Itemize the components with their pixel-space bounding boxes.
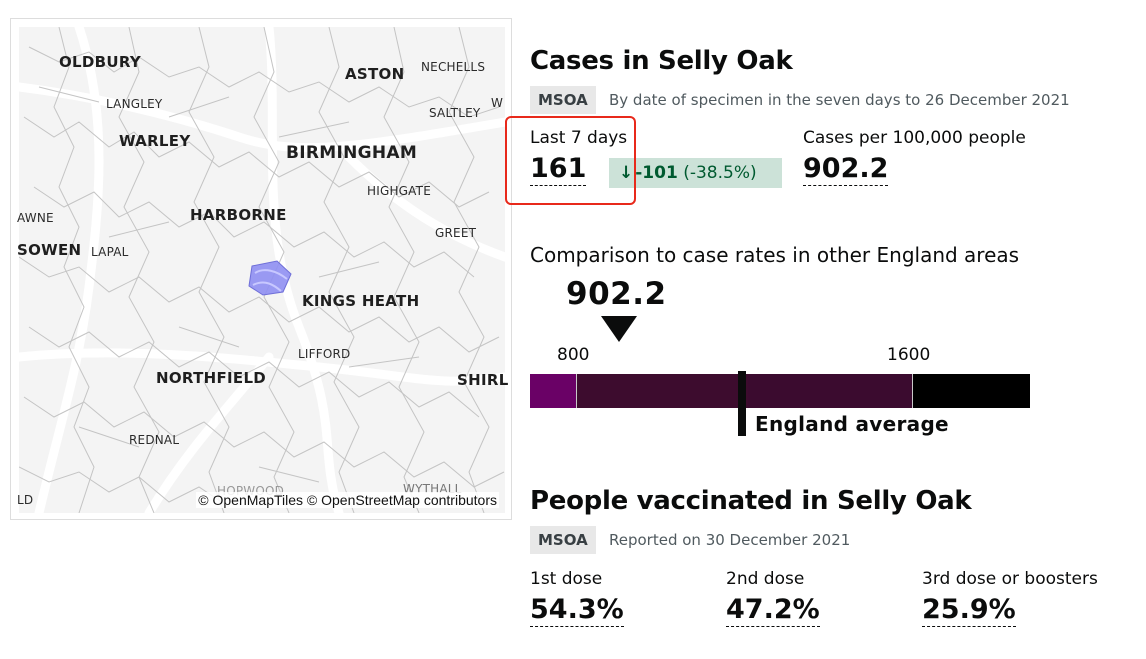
comparison-heading: Comparison to case rates in other Englan… — [530, 243, 1020, 267]
vaccination-title: People vaccinated in Selly Oak — [530, 486, 972, 516]
map-attribution[interactable]: © OpenMapTiles © OpenStreetMap contribut… — [196, 492, 499, 508]
map-label-rednal: REDNAL — [129, 433, 180, 447]
map-label-awne: AWNE — [17, 211, 54, 225]
dose2-label: 2nd dose — [726, 569, 805, 589]
scale-tick-800: 800 — [557, 345, 590, 365]
map-label-oldbury: OLDBURY — [59, 53, 142, 71]
england-average-label: England average — [755, 412, 949, 436]
map-label-shirl: SHIRL — [457, 371, 509, 389]
map-label-nechells: NECHELLS — [421, 60, 486, 74]
dose2-value[interactable]: 47.2% — [726, 594, 820, 627]
map-label-aston: ASTON — [345, 65, 405, 83]
annotation-highlight-box — [505, 116, 636, 205]
case-rate-label: Cases per 100,000 people — [803, 128, 1026, 148]
dose3-label: 3rd dose or boosters — [922, 569, 1098, 589]
scale-segment-4 — [748, 374, 912, 408]
map-label-harborne: HARBORNE — [190, 206, 287, 224]
case-change-badge: ↓ -101 (-38.5%) — [609, 158, 782, 188]
map-label-greet: GREET — [435, 226, 477, 240]
map-label-warley: WARLEY — [119, 132, 191, 150]
map-label-w: W — [491, 96, 504, 110]
last-7-days-value[interactable]: 161 — [530, 153, 587, 186]
scale-tick-1600: 1600 — [887, 345, 931, 365]
last-7-days-label: Last 7 days — [530, 128, 628, 148]
cases-date-note: By date of specimen in the seven days to… — [609, 91, 1070, 109]
map-label-lifford: LIFFORD — [298, 347, 351, 361]
dose1-value[interactable]: 54.3% — [530, 594, 624, 627]
dose1-label: 1st dose — [530, 569, 603, 589]
scale-segment-5 — [912, 374, 1030, 408]
down-arrow-icon: ↓ — [619, 163, 634, 183]
selly-oak-area — [248, 260, 292, 296]
case-rate-value[interactable]: 902.2 — [803, 153, 889, 186]
map-label-highgate: HIGHGATE — [367, 184, 431, 198]
dose3-value[interactable]: 25.9% — [922, 594, 1016, 627]
scale-tickline-1600 — [912, 374, 913, 408]
map-label-lapal: LAPAL — [91, 245, 129, 259]
area-map[interactable]: OLDBURY ASTON WARLEY BIRMINGHAM HARBORNE… — [10, 18, 512, 520]
map-label-ld: LD — [17, 493, 34, 507]
change-percent: (-38.5%) — [683, 163, 757, 183]
map-label-kings-heath: KINGS HEATH — [302, 292, 420, 310]
vaccination-date-note: Reported on 30 December 2021 — [609, 531, 851, 549]
england-average-marker — [738, 371, 746, 436]
scale-segment-2 — [576, 374, 738, 408]
map-label-saltley: SALTLEY — [429, 106, 481, 120]
vaccination-area-type-tag: MSOA — [530, 526, 596, 554]
case-rate-scale-bar — [530, 374, 1030, 408]
map-background — [19, 27, 505, 513]
rate-marker-pointer — [601, 316, 637, 342]
map-label-langley: LANGLEY — [106, 97, 163, 111]
area-type-tag: MSOA — [530, 86, 596, 114]
map-label-sowen: SOWEN — [17, 241, 82, 259]
cases-title: Cases in Selly Oak — [530, 46, 793, 76]
scale-segment-1 — [530, 374, 576, 408]
map-label-birmingham: BIRMINGHAM — [286, 143, 418, 163]
rate-marker-value: 902.2 — [566, 276, 667, 312]
scale-tickline-800 — [576, 374, 577, 408]
map-label-northfield: NORTHFIELD — [156, 369, 267, 387]
change-value: -101 — [635, 163, 678, 183]
